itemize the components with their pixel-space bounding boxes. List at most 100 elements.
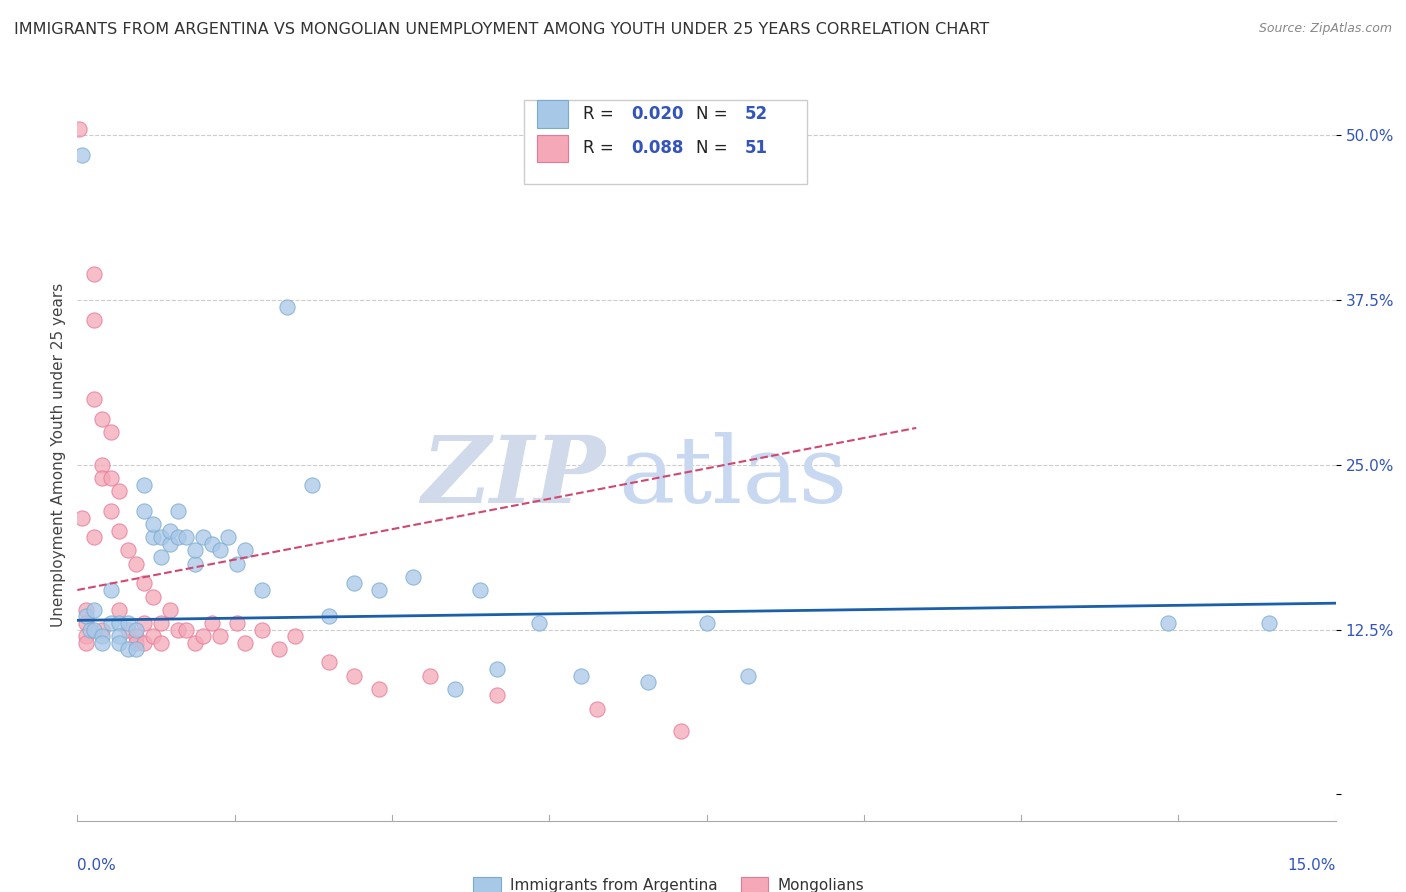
Text: N =: N =: [696, 105, 734, 123]
Point: [444, 681, 467, 696]
Point: [637, 675, 659, 690]
Text: 51: 51: [744, 139, 768, 158]
Point: [83, 392, 105, 406]
Point: [184, 557, 207, 571]
Point: [527, 615, 550, 630]
Point: [83, 623, 105, 637]
Legend: Immigrants from Argentina, Mongolians: Immigrants from Argentina, Mongolians: [468, 872, 869, 892]
Point: [117, 543, 139, 558]
Text: R =: R =: [583, 105, 619, 123]
Point: [737, 668, 759, 682]
Point: [79, 623, 101, 637]
Point: [117, 615, 139, 630]
Point: [108, 484, 131, 499]
Point: [343, 668, 366, 682]
Point: [75, 609, 97, 624]
Point: [586, 701, 609, 715]
Point: [125, 636, 148, 650]
Point: [91, 458, 114, 472]
Point: [267, 642, 290, 657]
Text: 52: 52: [744, 105, 768, 123]
Point: [1157, 615, 1180, 630]
Point: [159, 603, 181, 617]
Text: Source: ZipAtlas.com: Source: ZipAtlas.com: [1258, 22, 1392, 36]
Point: [134, 477, 156, 491]
FancyBboxPatch shape: [524, 100, 807, 185]
Point: [108, 629, 131, 643]
Point: [159, 537, 181, 551]
Point: [318, 609, 340, 624]
Point: [100, 504, 122, 518]
Bar: [537, 135, 568, 162]
Point: [100, 425, 122, 439]
Point: [184, 636, 207, 650]
Point: [368, 582, 391, 597]
Point: [108, 615, 131, 630]
Point: [70, 148, 93, 162]
Point: [100, 471, 122, 485]
Point: [569, 668, 592, 682]
Point: [91, 623, 114, 637]
Point: [83, 530, 105, 544]
Point: [150, 615, 173, 630]
Point: [125, 557, 148, 571]
Point: [150, 530, 173, 544]
Point: [134, 504, 156, 518]
Point: [83, 267, 105, 281]
Point: [100, 582, 122, 597]
Text: R =: R =: [583, 139, 619, 158]
Point: [225, 615, 247, 630]
Point: [250, 582, 273, 597]
Point: [233, 543, 256, 558]
Point: [150, 550, 173, 565]
Text: 15.0%: 15.0%: [1288, 857, 1336, 872]
Point: [250, 623, 273, 637]
Text: N =: N =: [696, 139, 734, 158]
Point: [318, 656, 340, 670]
Point: [200, 537, 222, 551]
Point: [208, 629, 231, 643]
Point: [91, 636, 114, 650]
Point: [75, 615, 97, 630]
Point: [108, 636, 131, 650]
Point: [301, 477, 323, 491]
Point: [368, 681, 391, 696]
Point: [233, 636, 256, 650]
Point: [167, 623, 190, 637]
Point: [75, 636, 97, 650]
Point: [108, 603, 131, 617]
Point: [485, 689, 508, 703]
Point: [142, 629, 165, 643]
Point: [208, 543, 231, 558]
Point: [167, 530, 190, 544]
Point: [217, 530, 239, 544]
Text: 0.088: 0.088: [631, 139, 683, 158]
Point: [225, 557, 247, 571]
Point: [150, 636, 173, 650]
Y-axis label: Unemployment Among Youth under 25 years: Unemployment Among Youth under 25 years: [51, 283, 66, 627]
Point: [125, 629, 148, 643]
Point: [485, 662, 508, 676]
Point: [142, 517, 165, 532]
Point: [184, 543, 207, 558]
Point: [176, 530, 198, 544]
Point: [134, 576, 156, 591]
Point: [191, 530, 215, 544]
Point: [67, 121, 90, 136]
Point: [468, 582, 491, 597]
Point: [671, 724, 693, 739]
Point: [134, 615, 156, 630]
Point: [167, 504, 190, 518]
Text: 0.020: 0.020: [631, 105, 683, 123]
Point: [91, 629, 114, 643]
Point: [284, 629, 307, 643]
Point: [75, 629, 97, 643]
Point: [83, 313, 105, 327]
Text: ZIP: ZIP: [422, 432, 606, 522]
Point: [117, 623, 139, 637]
Point: [91, 471, 114, 485]
Point: [83, 603, 105, 617]
Point: [117, 642, 139, 657]
Point: [419, 668, 441, 682]
Text: atlas: atlas: [619, 432, 848, 522]
